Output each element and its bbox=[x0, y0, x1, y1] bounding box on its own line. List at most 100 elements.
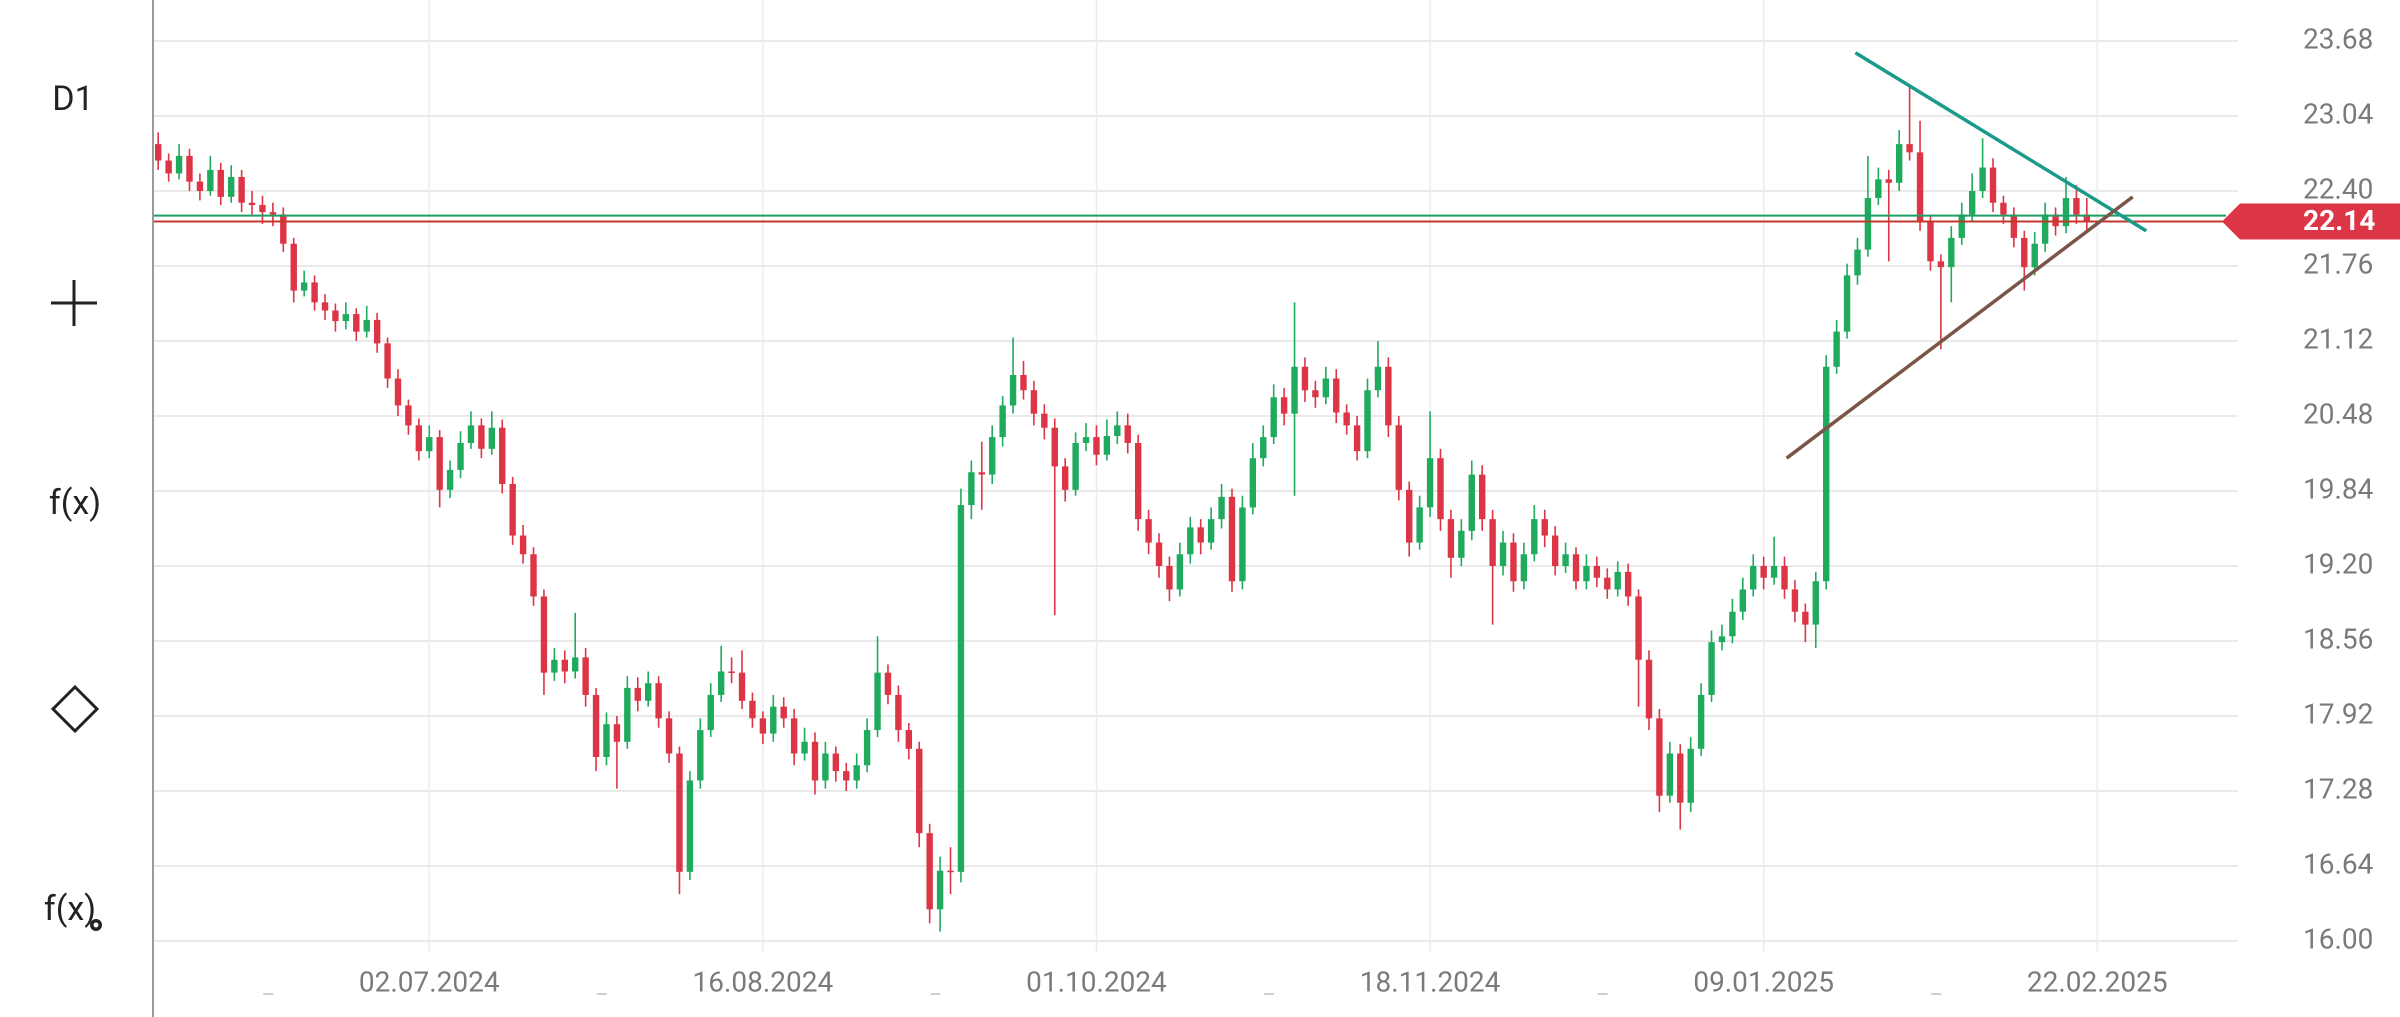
x-tick-label: 09.01.2025 bbox=[1693, 965, 1834, 998]
candle-body bbox=[843, 771, 850, 781]
candle-body bbox=[1802, 611, 1809, 625]
candle-body bbox=[1624, 571, 1632, 597]
candle-body bbox=[1468, 474, 1475, 531]
candle-body bbox=[978, 472, 985, 475]
candle-body bbox=[1103, 435, 1111, 455]
candle-body bbox=[957, 505, 965, 872]
objects-button[interactable] bbox=[50, 684, 100, 734]
candle-body bbox=[311, 282, 318, 303]
candle-body bbox=[1124, 425, 1131, 443]
candle-body bbox=[811, 741, 819, 781]
candle-body bbox=[1291, 366, 1298, 414]
candle-body bbox=[634, 687, 641, 701]
y-tick-label: 19.20 bbox=[2303, 547, 2373, 580]
y-tick-label: 18.56 bbox=[2303, 622, 2373, 655]
candle-body bbox=[1009, 374, 1017, 406]
candle-body bbox=[1666, 753, 1674, 796]
candle-body bbox=[665, 718, 673, 754]
candle-body bbox=[1364, 390, 1371, 452]
candle-body bbox=[1499, 542, 1507, 567]
y-tick-label: 17.92 bbox=[2303, 697, 2373, 730]
candle-body bbox=[321, 302, 329, 311]
y-tick-label: 23.04 bbox=[2303, 97, 2374, 130]
candle-body bbox=[1051, 427, 1058, 467]
candle-body bbox=[1677, 753, 1684, 803]
y-tick-label: 23.68 bbox=[2303, 22, 2373, 55]
x-tick-label: 18.11.2024 bbox=[1360, 965, 1501, 998]
candle-body bbox=[1593, 566, 1601, 578]
x-tick-label: 02.07.2024 bbox=[359, 965, 500, 998]
candle-body bbox=[936, 870, 944, 910]
candle-body bbox=[1416, 507, 1423, 543]
candle-body bbox=[1187, 527, 1194, 555]
candle-body bbox=[457, 442, 464, 470]
candle-body bbox=[1875, 179, 1882, 199]
candle-body bbox=[905, 730, 913, 749]
crosshair-button[interactable] bbox=[51, 280, 97, 326]
candle-body bbox=[1176, 554, 1184, 590]
y-tick-label: 16.00 bbox=[2303, 922, 2373, 955]
candle-body bbox=[1979, 167, 1986, 192]
candle-body bbox=[1614, 571, 1621, 590]
candle-body bbox=[1687, 748, 1694, 803]
candle-body bbox=[478, 425, 485, 449]
candle-body bbox=[2000, 202, 2007, 215]
candle-body bbox=[1114, 425, 1121, 436]
candle-body bbox=[1218, 496, 1225, 520]
candle-body bbox=[405, 405, 412, 426]
function-settings-button[interactable]: f(x) bbox=[44, 889, 96, 929]
candle-body bbox=[1020, 374, 1027, 391]
grid bbox=[153, 0, 2238, 952]
candle-body bbox=[155, 144, 162, 161]
candle-body bbox=[207, 169, 214, 192]
candle-body bbox=[248, 202, 256, 206]
candle-body bbox=[1770, 566, 1778, 578]
candle-body bbox=[644, 683, 652, 701]
candle-body bbox=[1489, 519, 1496, 567]
candle-body bbox=[947, 870, 954, 873]
candle-body bbox=[1072, 442, 1079, 490]
candle-body bbox=[1333, 378, 1340, 413]
candle-body bbox=[759, 718, 767, 734]
candle-body bbox=[738, 672, 746, 701]
candle-body bbox=[1843, 275, 1851, 332]
candle-body bbox=[1270, 397, 1277, 438]
candle-body bbox=[1604, 577, 1611, 590]
price-tag-label: 22.14 bbox=[2303, 204, 2375, 237]
candle-body bbox=[196, 181, 204, 192]
candle-body bbox=[2073, 198, 2080, 215]
candle-body bbox=[1718, 636, 1726, 643]
timeframe-button[interactable]: D1 bbox=[52, 79, 93, 119]
y-tick-label: 22.40 bbox=[2303, 172, 2373, 205]
candle-body bbox=[1322, 378, 1330, 398]
candle-body bbox=[655, 683, 662, 719]
candle-body bbox=[2052, 214, 2059, 227]
candle-body bbox=[1958, 214, 1965, 238]
candle-body bbox=[780, 706, 787, 719]
candle-body bbox=[1656, 718, 1663, 796]
candle-body bbox=[165, 160, 172, 174]
function-button[interactable]: f(x) bbox=[49, 483, 101, 523]
candle-body bbox=[551, 659, 558, 673]
axis: 16.00 16.64 17.28 17.92 18.56 19.20 19.84 20.48… bbox=[263, 22, 2400, 998]
candle-body bbox=[874, 672, 881, 731]
candle-body bbox=[2021, 237, 2028, 268]
candle-body bbox=[280, 214, 287, 244]
candle-body bbox=[1989, 167, 1997, 203]
candle-body bbox=[217, 169, 224, 197]
plot bbox=[153, 51, 2226, 932]
candle-body bbox=[624, 687, 631, 742]
candle-body bbox=[728, 671, 735, 673]
candle-body bbox=[863, 730, 871, 766]
candle-body bbox=[1562, 554, 1569, 567]
candle-body bbox=[1239, 507, 1246, 582]
candle-body bbox=[509, 483, 516, 536]
candle-body bbox=[415, 425, 423, 452]
candle-body bbox=[1447, 519, 1455, 558]
candle-body bbox=[1864, 198, 1872, 250]
candle-body bbox=[519, 535, 527, 555]
candle-body bbox=[1750, 566, 1757, 590]
candle-body bbox=[1708, 642, 1715, 695]
